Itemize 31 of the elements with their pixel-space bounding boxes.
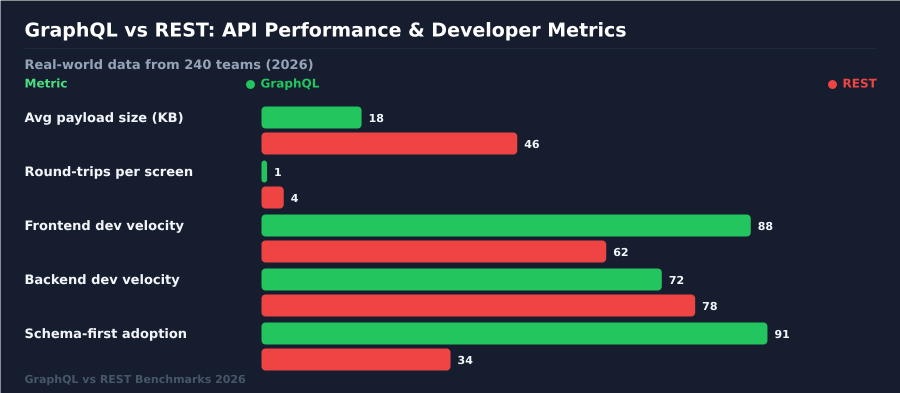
text: Metric — [24, 76, 68, 90]
bar — [262, 214, 751, 236]
bar — [262, 106, 362, 128]
data-label: 1 — [274, 166, 282, 179]
y-tick-label: Schema-first adoption — [24, 327, 188, 342]
y-tick-label: Round-trips per screen — [24, 165, 194, 180]
chart-title: GraphQL vs REST: API Performance & Developer Metrics — [24, 20, 627, 42]
chart-subtitle: Real-world data from 240 teams (2026) — [24, 58, 314, 73]
legend-label: REST — [842, 76, 878, 90]
bar — [262, 348, 451, 370]
y-tick-label: Avg payload size (KB) — [24, 111, 184, 126]
bar — [262, 160, 268, 182]
data-label: 91 — [774, 328, 790, 341]
bar — [262, 294, 696, 316]
legend-label: GraphQL — [260, 76, 320, 90]
bar — [262, 240, 606, 262]
data-label: 34 — [458, 354, 474, 367]
y-tick-label: Frontend dev velocity — [24, 219, 184, 234]
data-label: 18 — [368, 112, 384, 125]
text: GraphQL vs REST Benchmarks 2026 — [24, 373, 246, 386]
bar — [262, 268, 662, 290]
data-label: 62 — [613, 246, 629, 259]
bar — [262, 322, 768, 344]
data-label: 78 — [702, 300, 718, 313]
y-tick-label: Backend dev velocity — [24, 273, 180, 288]
data-label: 88 — [758, 220, 774, 233]
bar — [262, 186, 284, 208]
data-label: 72 — [668, 274, 684, 287]
data-label: 4 — [290, 192, 299, 205]
data-label: 46 — [524, 138, 540, 151]
bar — [262, 132, 518, 154]
